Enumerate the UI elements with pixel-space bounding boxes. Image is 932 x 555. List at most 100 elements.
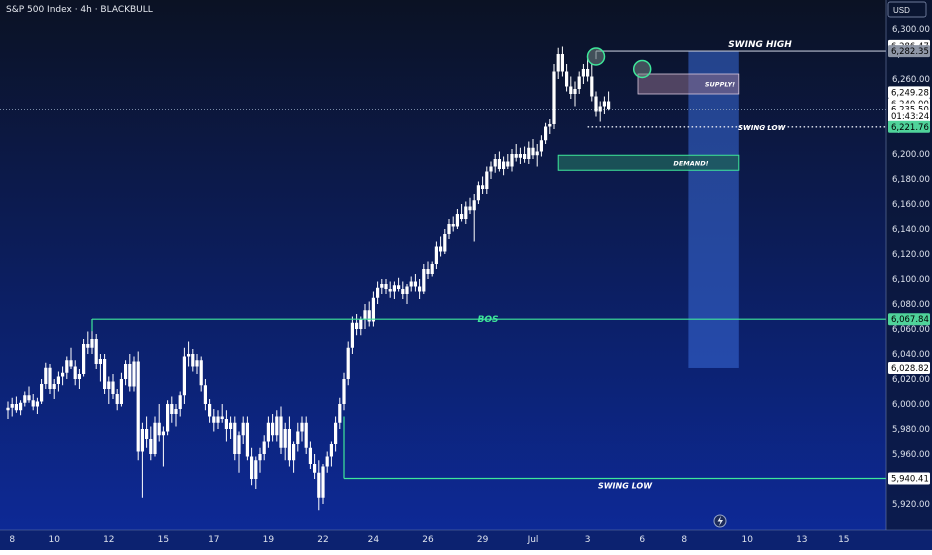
candle[interactable] <box>82 339 86 377</box>
candle[interactable] <box>523 146 527 163</box>
candle[interactable] <box>502 156 506 176</box>
candle[interactable] <box>388 281 392 298</box>
candle[interactable] <box>413 274 417 292</box>
candle[interactable] <box>254 456 258 490</box>
candle[interactable] <box>203 379 207 411</box>
candle[interactable] <box>472 194 476 242</box>
candle[interactable] <box>258 447 262 473</box>
candle[interactable] <box>111 374 115 399</box>
candle[interactable] <box>405 284 409 304</box>
candle[interactable] <box>392 281 396 300</box>
candle[interactable] <box>170 396 174 423</box>
candle[interactable] <box>233 416 237 461</box>
candle[interactable] <box>565 64 569 92</box>
candle[interactable] <box>535 144 539 167</box>
candle[interactable] <box>590 64 594 102</box>
candle[interactable] <box>40 379 44 404</box>
candle[interactable] <box>86 331 90 355</box>
candle[interactable] <box>518 147 522 164</box>
candle[interactable] <box>439 236 443 257</box>
candle[interactable] <box>376 281 380 305</box>
candle[interactable] <box>577 71 581 95</box>
candle[interactable] <box>103 354 107 394</box>
swing-high-marker[interactable] <box>632 59 652 79</box>
candle[interactable] <box>77 369 81 389</box>
candle[interactable] <box>367 301 371 327</box>
candle[interactable] <box>346 341 350 386</box>
candle[interactable] <box>296 422 300 452</box>
candle[interactable] <box>434 241 438 270</box>
candle[interactable] <box>128 354 132 392</box>
supply-zone[interactable] <box>637 73 740 95</box>
candle[interactable] <box>56 371 60 392</box>
candle[interactable] <box>544 122 548 144</box>
candle[interactable] <box>132 356 136 392</box>
candle[interactable] <box>497 151 501 172</box>
demand-zone[interactable] <box>557 154 740 171</box>
candle[interactable] <box>31 394 35 411</box>
candle[interactable] <box>27 386 31 403</box>
candle[interactable] <box>380 279 384 294</box>
candle[interactable] <box>598 101 602 122</box>
candle[interactable] <box>19 400 23 416</box>
candle[interactable] <box>153 416 157 457</box>
candle[interactable] <box>35 397 39 414</box>
candle[interactable] <box>10 397 14 417</box>
candle[interactable] <box>409 276 413 292</box>
candle[interactable] <box>199 356 203 392</box>
candle[interactable] <box>212 409 216 432</box>
candle[interactable] <box>6 401 10 420</box>
candle[interactable] <box>195 354 199 374</box>
candle[interactable] <box>216 410 220 429</box>
candle[interactable] <box>338 397 342 429</box>
candle[interactable] <box>342 372 346 411</box>
candle[interactable] <box>485 166 489 195</box>
candle[interactable] <box>464 201 468 225</box>
candle[interactable] <box>157 404 161 442</box>
candle[interactable] <box>481 176 485 195</box>
candle[interactable] <box>321 464 325 504</box>
candle[interactable] <box>422 264 426 294</box>
candle[interactable] <box>443 229 447 254</box>
candle[interactable] <box>334 416 338 452</box>
candle[interactable] <box>266 416 270 448</box>
candle[interactable] <box>548 119 552 134</box>
candle[interactable] <box>287 416 291 467</box>
candle[interactable] <box>426 261 430 280</box>
candle[interactable] <box>552 64 556 129</box>
candle[interactable] <box>371 291 375 327</box>
candle[interactable] <box>317 460 321 511</box>
candle[interactable] <box>531 139 535 159</box>
candle[interactable] <box>292 441 296 473</box>
candle[interactable] <box>140 422 144 498</box>
candle[interactable] <box>506 154 510 169</box>
candle[interactable] <box>94 334 98 369</box>
candle[interactable] <box>191 349 195 372</box>
candle[interactable] <box>384 279 388 294</box>
price-axis[interactable]: 6,300.006,280.006,260.006,240.006,220.00… <box>885 0 932 530</box>
candle[interactable] <box>527 141 531 165</box>
candle[interactable] <box>355 314 359 336</box>
candle[interactable] <box>325 451 329 473</box>
candle[interactable] <box>279 406 283 455</box>
candle[interactable] <box>460 204 464 222</box>
candle[interactable] <box>573 81 577 107</box>
candle[interactable] <box>14 396 18 413</box>
candle[interactable] <box>329 441 333 467</box>
candle[interactable] <box>489 161 493 180</box>
candle[interactable] <box>44 362 48 389</box>
candle[interactable] <box>602 96 606 115</box>
candle[interactable] <box>397 277 401 292</box>
currency-box[interactable] <box>887 1 927 18</box>
candle[interactable] <box>304 416 308 455</box>
candle[interactable] <box>166 400 170 436</box>
candle[interactable] <box>447 219 451 239</box>
candle[interactable] <box>455 209 459 229</box>
candle[interactable] <box>514 144 518 162</box>
candle[interactable] <box>119 372 123 407</box>
candle[interactable] <box>556 47 560 79</box>
candle[interactable] <box>308 441 312 470</box>
candle[interactable] <box>145 416 149 448</box>
candle[interactable] <box>586 59 590 82</box>
